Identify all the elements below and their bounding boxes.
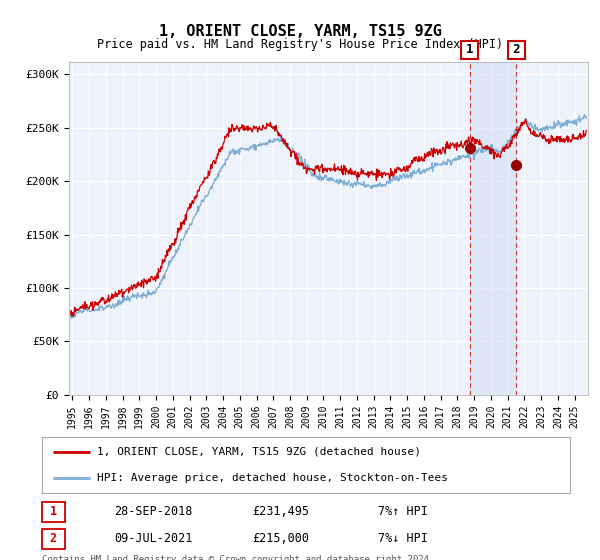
Text: Price paid vs. HM Land Registry's House Price Index (HPI): Price paid vs. HM Land Registry's House …	[97, 38, 503, 51]
Text: 1, ORIENT CLOSE, YARM, TS15 9ZG: 1, ORIENT CLOSE, YARM, TS15 9ZG	[158, 24, 442, 39]
Text: 7%↓ HPI: 7%↓ HPI	[378, 532, 428, 545]
Text: 1, ORIENT CLOSE, YARM, TS15 9ZG (detached house): 1, ORIENT CLOSE, YARM, TS15 9ZG (detache…	[97, 447, 421, 457]
Text: 09-JUL-2021: 09-JUL-2021	[114, 532, 193, 545]
Bar	[470, 62, 517, 395]
Text: 7%↑ HPI: 7%↑ HPI	[378, 505, 428, 519]
Text: £231,495: £231,495	[252, 505, 309, 519]
Text: £215,000: £215,000	[252, 532, 309, 545]
Text: Contains HM Land Registry data © Crown copyright and database right 2024.
This d: Contains HM Land Registry data © Crown c…	[42, 555, 434, 560]
Text: 2: 2	[50, 532, 57, 545]
Text: 1: 1	[466, 43, 473, 57]
Text: HPI: Average price, detached house, Stockton-on-Tees: HPI: Average price, detached house, Stoc…	[97, 473, 448, 483]
Text: 1: 1	[50, 505, 57, 519]
Text: 28-SEP-2018: 28-SEP-2018	[114, 505, 193, 519]
Text: 2: 2	[512, 43, 520, 57]
